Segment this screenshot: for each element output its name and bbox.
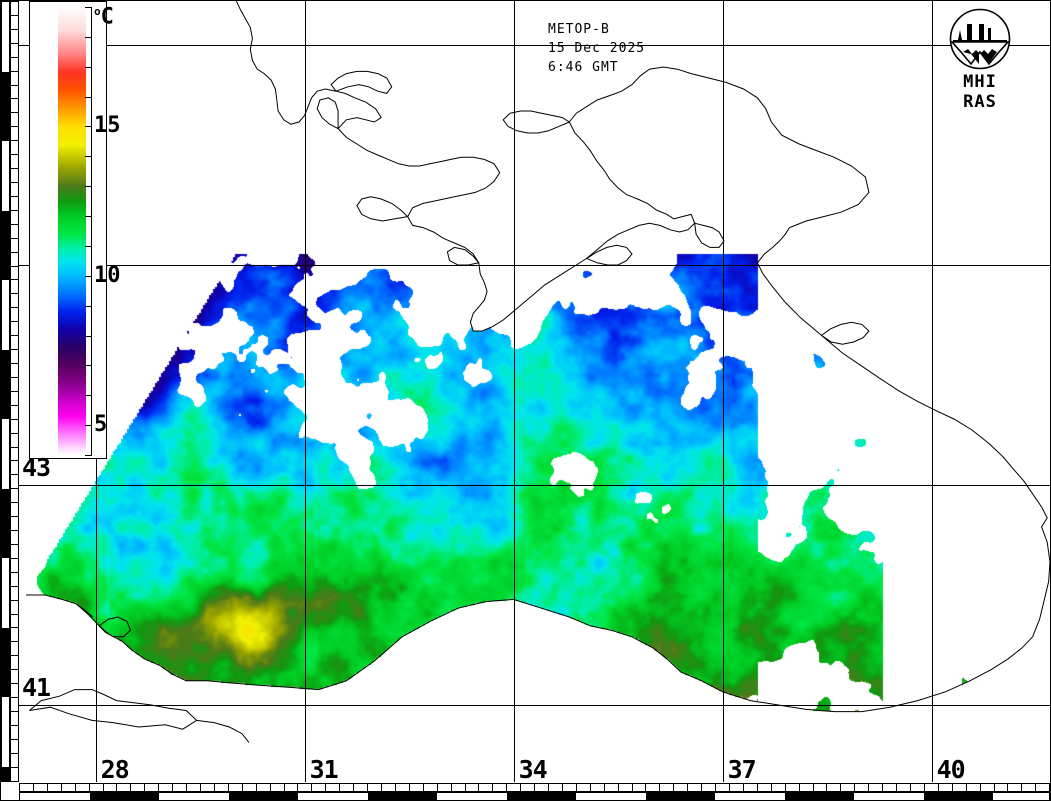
- colorbar-tick-8: [85, 335, 92, 337]
- colorbar-tick-13: [85, 186, 92, 188]
- coastline-segment-10: [196, 719, 250, 743]
- gridline-lon-31: [305, 1, 306, 782]
- longitude-label-31: 31: [309, 755, 339, 784]
- colorbar-tick-4: [85, 455, 92, 456]
- longitude-label-28: 28: [100, 755, 130, 784]
- coastline-segment-3: [335, 66, 870, 332]
- latitude-label-43: 43: [22, 453, 51, 482]
- map-plot-area: [19, 1, 1050, 782]
- coastline-layer: [26, 1, 1050, 743]
- sst-raster-layer: [19, 1, 1050, 782]
- gridline-lon-40: [932, 1, 933, 782]
- mhi-ras-logo: MHI RAS: [941, 8, 1019, 112]
- acquisition-date: 15 Dec 2025: [548, 41, 646, 56]
- colorbar-axis-line: [91, 7, 92, 455]
- mhi-ras-emblem-icon: [949, 8, 1011, 70]
- colorbar-tick-9: [85, 305, 92, 307]
- colorbar-tick-17: [85, 66, 92, 68]
- coastline-segment-7: [502, 110, 570, 134]
- colorbar-tick-11: [85, 245, 92, 247]
- colorbar-tick-7: [85, 365, 92, 367]
- coastline-segment-1: [26, 594, 1033, 713]
- bottom-scale-ruler: [0, 782, 1051, 801]
- gridline-lat-45: [19, 265, 1050, 266]
- coastline-segment-2: [756, 227, 1050, 637]
- colorbar-tick-18: [85, 36, 92, 38]
- left-coarse-bar: [1, 1, 10, 782]
- coastline-segment-5: [235, 1, 337, 125]
- bottom-fine-ticks: [19, 783, 1050, 792]
- colorbar-tick-14: [85, 156, 92, 158]
- longitude-label-40: 40: [936, 755, 966, 784]
- colorbar-tick-12: [85, 216, 92, 218]
- coastline-segment-11: [75, 603, 94, 618]
- satellite-name: METOP-B: [548, 22, 610, 37]
- left-fine-ticks: [10, 1, 19, 782]
- gridline-lon-34: [514, 1, 515, 782]
- gridline-lat-41: [19, 705, 1050, 706]
- bottom-coarse-bar: [19, 792, 1050, 801]
- colorbar-tick-6: [85, 395, 92, 397]
- colorbar-gradient: [58, 7, 86, 455]
- header-block: METOP-B 15 Dec 2025 6:46 GMT: [548, 20, 645, 77]
- coastline-segment-14: [316, 97, 339, 130]
- degree-symbol: o: [94, 5, 101, 18]
- coastline-segment-0: [29, 689, 198, 730]
- coastline-segment-9: [821, 321, 870, 345]
- colorbar-tick-10: [85, 275, 92, 277]
- celsius-letter: C: [100, 4, 114, 30]
- gridline-lon-37: [723, 1, 724, 782]
- left-scale-ruler: [0, 0, 19, 801]
- coastline-segment-15: [98, 616, 132, 638]
- colorbar-tick-15: [85, 126, 92, 128]
- latitude-label-41: 41: [22, 673, 51, 702]
- acquisition-time: 6:46 GMT: [548, 60, 619, 75]
- colorbar-label-5: 5: [94, 412, 108, 438]
- colorbar-tick-5: [85, 425, 92, 427]
- logo-caption: MHI RAS: [963, 72, 997, 112]
- colorbar-label-15: 15: [94, 113, 121, 139]
- colorbar-label-10: 10: [94, 262, 121, 288]
- gridline-lat-43: [19, 485, 1050, 486]
- coastline-segment-4: [330, 70, 393, 94]
- coastline-segment-8: [586, 244, 633, 266]
- colorbar-tick-16: [85, 96, 92, 98]
- coastline-segment-13: [694, 222, 725, 248]
- longitude-label-34: 34: [518, 755, 548, 784]
- coastline-segment-6: [356, 196, 409, 222]
- longitude-label-37: 37: [727, 755, 757, 784]
- colorbar-unit-label: oC: [94, 6, 114, 28]
- colorbar-tick-19: [85, 7, 92, 8]
- gridline-lat-47: [19, 45, 1050, 46]
